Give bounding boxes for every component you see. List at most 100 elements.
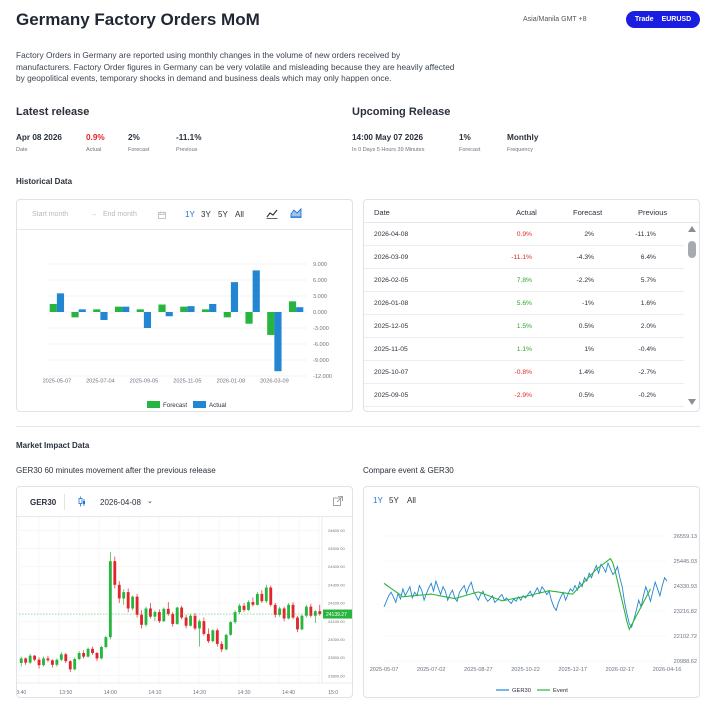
col-previous-header[interactable]: Previous [638,208,668,217]
bar-actual [56,293,65,312]
area-chart-icon[interactable] [290,207,302,218]
candle-body [50,660,54,665]
range-1y-button[interactable]: 1Y [185,210,195,219]
candle-body [215,630,219,644]
historical-table-header: Date Actual Forecast Previous [364,200,699,223]
bar-actual [274,312,282,372]
market-impact-heading: Market Impact Data [16,441,90,450]
col-forecast-header[interactable]: Forecast [573,208,603,217]
external-link-icon[interactable] [333,496,343,506]
table-cell-forecast: -1% [582,300,594,307]
candle-body [42,658,45,666]
upcoming-forecast-value: 1% [459,133,471,142]
legend-label-forecast: Forecast [163,402,187,409]
candle-body [255,593,259,605]
candle-body [233,612,237,623]
symbol-label[interactable]: GER30 [30,498,57,507]
table-cell-forecast: 1% [584,346,594,353]
x-tick-label: 2025-12-17 [558,667,587,673]
candle-body [117,584,121,599]
table-cell-forecast: 0.5% [578,323,594,330]
table-row[interactable]: 2025-10-07 -0.8% 1.4% -2.7% [364,361,684,384]
table-row[interactable]: 2025-12-05 1.5% 0.5% 2.0% [364,315,684,338]
y-tick-label: 3.000 [313,294,327,300]
x-tick-label: 14:20 [193,690,206,696]
candle-body [122,592,126,599]
y-tick-label: 23900.00 [328,655,345,660]
table-row[interactable]: 2025-09-05 -2.9% 0.5% -0.2% [364,384,684,407]
table-row[interactable]: 2025-11-05 1.1% 1% -0.4% [364,338,684,361]
candle-body [37,659,41,666]
table-cell-actual: 7.8% [516,277,532,284]
x-tick-label: 2025-05-07 [370,667,399,673]
table-cell-date: 2026-04-08 [374,231,409,238]
candle-body [189,615,192,626]
candle-body [64,654,68,662]
compare-range-all-button[interactable]: All [407,496,416,505]
table-cell-previous: -0.4% [638,346,656,353]
table-row[interactable]: 2026-01-08 5.6% -1% 1.6% [364,292,684,315]
latest-date: Apr 08 2026 Date [16,133,62,153]
end-month-input[interactable]: End month [103,211,137,218]
candle-toolbar: GER30 2026-04-08 ⌄ [17,487,352,517]
x-tick-label: 14:00 [104,690,117,696]
table-row[interactable]: 2026-02-05 7.8% -2.2% 5.7% [364,269,684,292]
table-cell-date: 2025-12-05 [374,323,409,330]
x-tick-label: 13:50 [59,690,72,696]
candle-body [229,622,233,635]
x-tick-label: 2026-01-08 [217,379,246,385]
chevron-down-icon[interactable]: ⌄ [147,498,153,505]
calendar-icon[interactable] [158,211,166,219]
section-divider [16,426,700,427]
bar-forecast [71,312,79,318]
toolbar-separator [64,494,65,510]
y-tick-label: 24100.00 [328,619,345,624]
y-tick-label: 23800.00 [328,673,345,678]
compare-range-1y-button[interactable]: 1Y [373,496,383,505]
range-all-button[interactable]: All [235,210,244,219]
candlestick-icon[interactable] [78,496,86,507]
table-row[interactable]: 2026-03-09 -11.1% -4.3% 6.4% [364,246,684,269]
table-cell-actual: -0.8% [514,369,532,376]
timezone-label[interactable]: Asia/Manila GMT +8 [523,16,587,23]
x-tick-label: 2026-02-17 [606,667,635,673]
bar-forecast [267,312,275,335]
historical-toolbar: Start month → End month 1Y 3Y 5Y All [17,200,352,230]
table-cell-date: 2025-10-07 [374,369,409,376]
line-chart-icon[interactable] [266,208,278,219]
table-scrollbar[interactable] [685,223,699,408]
candle-body [251,602,255,605]
bar-actual [230,282,239,312]
trade-button[interactable]: Trade EURUSD [626,11,700,28]
y-tick-label: 25445.03 [674,559,697,565]
table-cell-date: 2025-09-05 [374,392,409,399]
range-5y-button[interactable]: 5Y [218,210,228,219]
latest-previous-value: -11.1% [176,133,202,142]
start-month-input[interactable]: Start month [32,211,69,218]
candle-body [211,630,215,642]
table-cell-actual: 1.1% [516,346,532,353]
candle-body [68,661,72,670]
range-3y-button[interactable]: 3Y [201,210,211,219]
date-select[interactable]: 2026-04-08 [100,498,141,507]
table-row[interactable]: 2026-04-08 0.9% 2% -11.1% [364,223,684,246]
scroll-thumb[interactable] [688,241,696,258]
candle-body [153,612,157,617]
scroll-up-icon[interactable] [688,226,696,232]
series-line-ger30 [383,561,668,629]
y-tick-label: 22102.72 [674,634,697,640]
col-actual-header[interactable]: Actual [516,208,537,217]
last-price-label: 24139.27 [326,612,347,618]
table-cell-forecast: -2.2% [576,277,594,284]
candle-body [282,608,286,619]
candle-body [180,607,184,618]
trade-label: Trade [634,16,654,23]
table-cell-previous: -11.1% [635,231,656,238]
compare-range-5y-button[interactable]: 5Y [389,496,399,505]
candle-body [313,611,317,616]
bar-forecast [158,304,166,312]
latest-date-value: Apr 08 2026 [16,133,62,142]
scroll-down-icon[interactable] [688,399,696,405]
candle-body [171,613,175,624]
col-date-header[interactable]: Date [374,208,390,217]
